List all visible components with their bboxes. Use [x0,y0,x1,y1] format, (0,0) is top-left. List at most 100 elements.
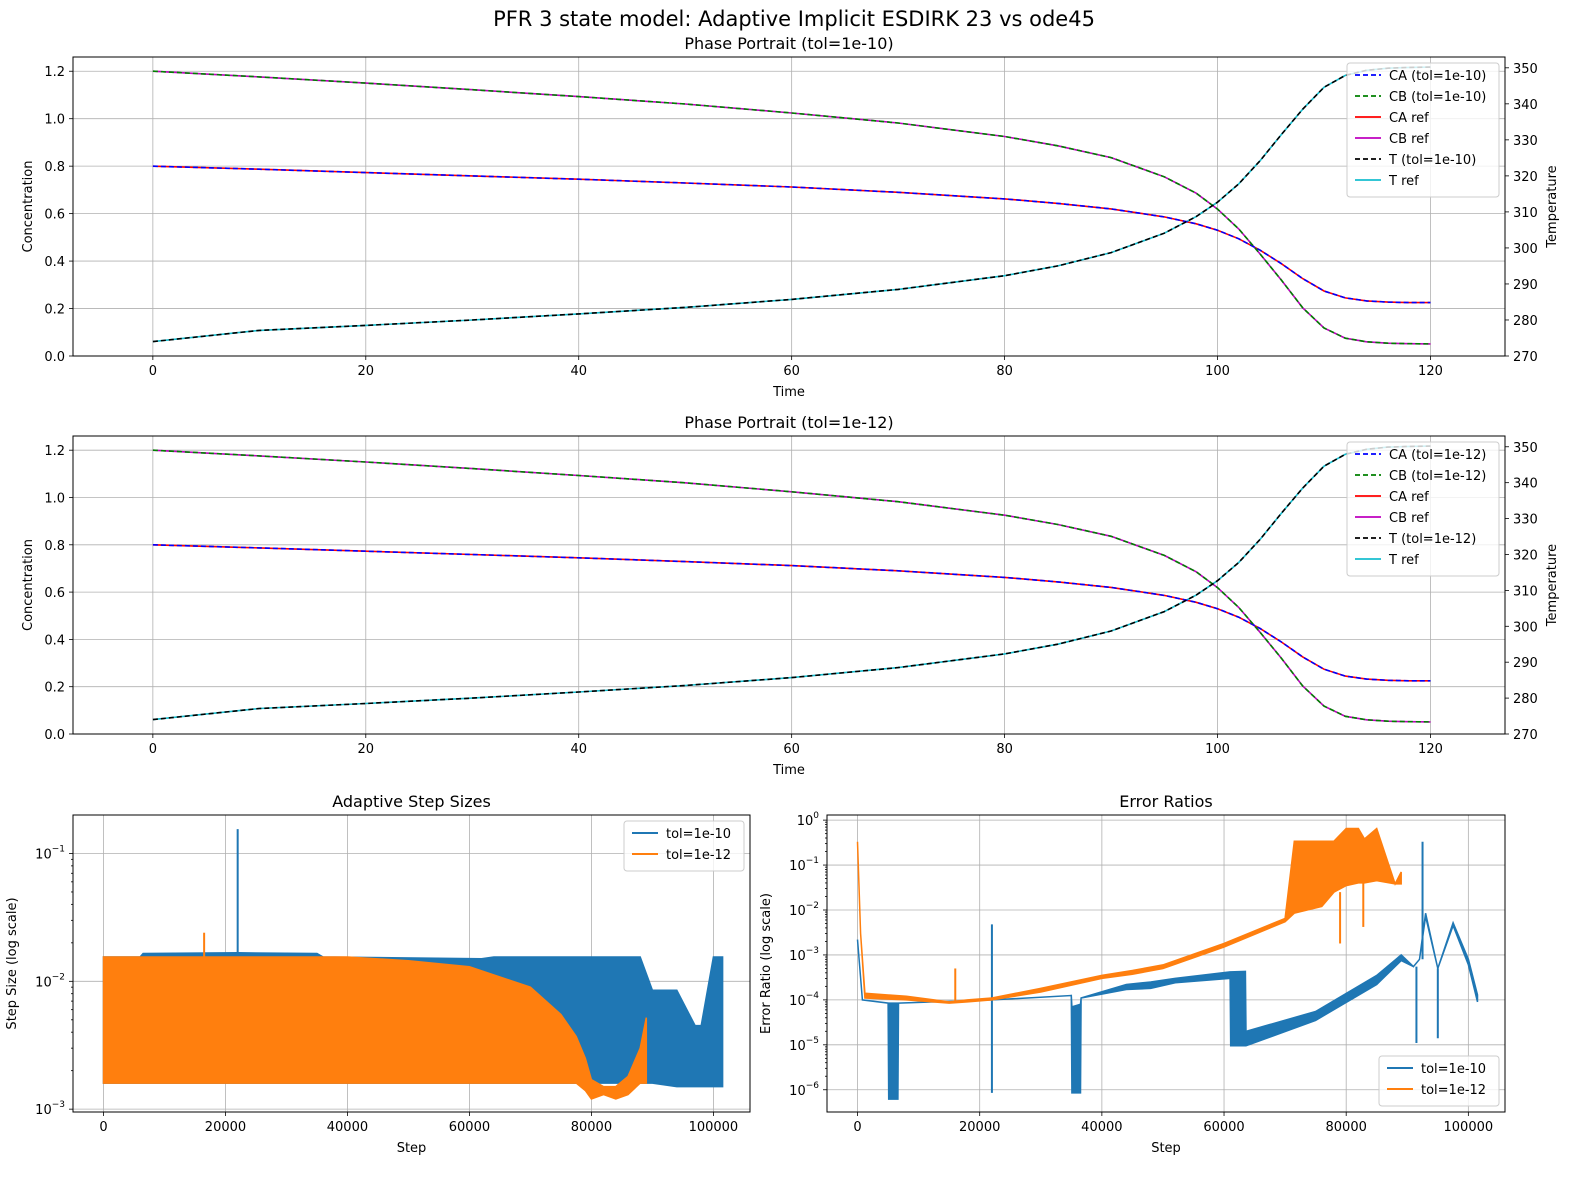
y2-tick-label: 350 [1513,441,1538,456]
legend-entry: CB ref [1389,511,1429,526]
y2-tick-label: 310 [1513,584,1538,599]
plot-area [856,827,1479,1100]
legend: tol=1e-10 tol=1e-12 [1378,1055,1500,1107]
series-band-tol-1e-12 [856,827,1402,1004]
y-axis-label: Error Ratio (log scale) [759,893,774,1034]
y-tick-label: 0.8 [44,160,65,175]
panel-title: Phase Portrait (tol=1e-10) [684,34,893,53]
x-axis-label: Time [772,763,805,778]
legend-entry: CA ref [1389,111,1429,126]
y-tick-label: 100 [797,811,820,829]
y-tick-label: 1.0 [44,113,65,128]
y-tick-label: 10−3 [35,1100,65,1118]
y-tick-label: 0.4 [44,255,65,270]
series-line-ca-tol-1e-10- [152,165,1431,304]
legend-entry: CB (tol=1e-10) [1389,90,1486,105]
y2-tick-label: 280 [1513,692,1538,707]
y-tick-label: 10−5 [789,1036,819,1054]
axes-frame [72,814,751,1113]
y-axis-label: Concentration [21,539,36,631]
x-tick-label: 0 [149,742,157,757]
y2-axis-label: Temperature [1545,165,1560,248]
y-tick-label: 0.6 [44,586,65,601]
x-tick-label: 80 [996,364,1013,379]
x-axis-label: Time [772,385,805,400]
y2-tick-label: 340 [1513,98,1538,113]
x-tick-label: 20000 [205,1120,246,1135]
y-axis-label: Concentration [21,161,36,253]
x-tick-label: 60 [783,364,800,379]
y2-tick-label: 330 [1513,513,1538,528]
x-tick-label: 100000 [1444,1120,1494,1135]
adaptive-step-sizes-panel: 0 20000 40000 60000 80000 100000 10−3 10−2 10−1 A… [5,792,751,1156]
legend-entry: CA (tol=1e-10) [1389,69,1486,84]
figure-suptitle: PFR 3 state model: Adaptive Implicit ESD… [493,7,1095,31]
x-tick-label: 60 [783,742,800,757]
phase-portrait-tol-1e-10-panel: 0 20 40 60 80 100 120 0.0 0.2 0.4 0.6 0.8 1.0 1.2 270 2… [21,34,1560,400]
y2-tick-label: 280 [1513,314,1538,329]
legend-entry: CA (tol=1e-12) [1389,448,1486,463]
y-tick-label: 10−2 [35,972,65,990]
y2-tick-label: 320 [1513,170,1538,185]
legend-entry: tol=1e-10 [1421,1062,1486,1077]
x-tick-label: 60000 [1203,1120,1244,1135]
legend: CA (tol=1e-12) CB (tol=1e-12) CA ref CB ref… [1346,441,1500,577]
x-tick-label: 120 [1418,742,1443,757]
x-axis-label: Step [1151,1141,1181,1156]
legend-entry: CB (tol=1e-12) [1389,469,1486,484]
legend-entry: tol=1e-10 [666,827,731,842]
y-tick-label: 0.2 [44,303,65,318]
legend-entry: CA ref [1389,490,1429,505]
y2-tick-label: 340 [1513,477,1538,492]
x-tick-label: 0 [853,1120,861,1135]
series-band-tol-1e-12 [102,956,648,1100]
x-tick-label: 20000 [959,1120,1000,1135]
phase-portrait-tol-1e-12-panel: 0 20 40 60 80 100 120 0.0 0.2 0.4 0.6 0.8 1.0 1.2 270 2… [21,413,1560,778]
y2-tick-label: 290 [1513,656,1538,671]
x-tick-label: 60000 [449,1120,490,1135]
y2-tick-label: 300 [1513,242,1538,257]
x-tick-label: 40 [570,742,587,757]
error-ratios-panel: 0 20000 40000 60000 80000 100000 10−6 10−5 10−4 1… [759,792,1506,1156]
y-tick-label: 10−1 [789,856,819,874]
x-tick-label: 0 [149,364,157,379]
legend-entry: tol=1e-12 [666,848,731,863]
legend: CA (tol=1e-10) CB (tol=1e-10) CA ref CB ref… [1346,62,1500,198]
y2-tick-label: 290 [1513,278,1538,293]
y-tick-label: 0.6 [44,208,65,223]
axes-frame [72,435,1506,735]
legend-entry: T ref [1388,174,1419,189]
x-tick-label: 100 [1205,742,1230,757]
x-tick-label: 0 [99,1120,107,1135]
y-tick-label: 0.2 [44,681,65,696]
y-tick-label: 0.0 [44,728,65,743]
panel-title: Error Ratios [1119,792,1213,811]
x-tick-label: 80000 [1326,1120,1367,1135]
x-tick-label: 40000 [1081,1120,1122,1135]
series-line-cb-tol-1e-10- [152,70,1431,345]
x-tick-label: 20 [358,364,375,379]
legend-entry: T (tol=1e-12) [1388,532,1476,547]
axes-frame [72,56,1506,357]
x-tick-label: 100000 [689,1120,739,1135]
plot-area [102,829,724,1100]
y-tick-label: 1.0 [44,491,65,506]
legend: tol=1e-10 tol=1e-12 [623,820,745,872]
y2-tick-label: 350 [1513,62,1538,77]
y2-tick-label: 310 [1513,206,1538,221]
y-axis-label: Step Size (log scale) [5,897,20,1029]
x-tick-label: 20 [358,742,375,757]
y-tick-label: 0.0 [44,350,65,365]
y-tick-label: 1.2 [44,444,65,459]
y-tick-label: 10−3 [789,946,819,964]
y-tick-label: 0.8 [44,539,65,554]
axes-frame [826,814,1506,1113]
x-axis-label: Step [397,1141,427,1156]
y-tick-label: 10−1 [35,844,65,862]
legend-box [1346,441,1500,577]
y2-tick-label: 330 [1513,134,1538,149]
legend-entry: T ref [1388,553,1419,568]
y2-tick-label: 300 [1513,620,1538,635]
y-tick-label: 10−4 [789,991,819,1009]
